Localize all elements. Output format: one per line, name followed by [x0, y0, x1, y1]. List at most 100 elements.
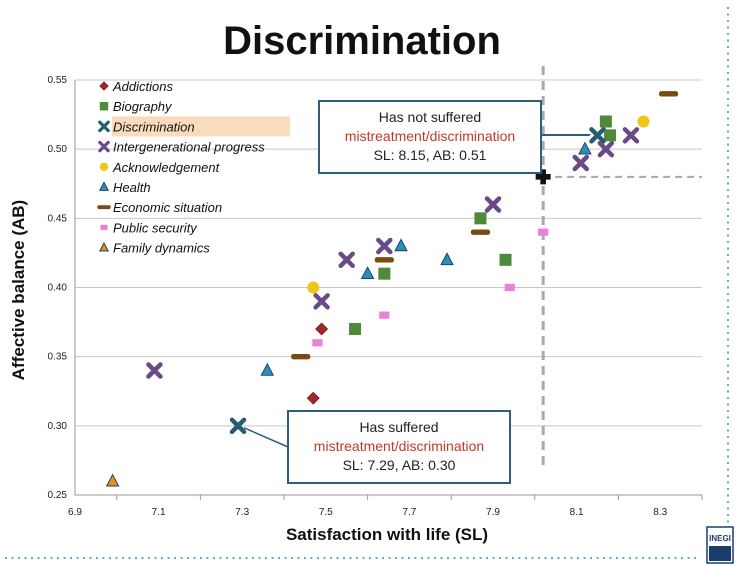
callout-leader-lines	[243, 134, 591, 448]
data-point-intergenerational-progress	[597, 140, 615, 158]
border-dot	[726, 364, 730, 367]
border-dot	[50, 556, 53, 560]
border-dot	[674, 556, 677, 560]
x-tick-label: 7.5	[319, 507, 333, 518]
border-dot	[726, 325, 730, 328]
x-tick-labels: 6.9 7.1 7.3 7.5 7.7 7.9 8.1 8.3	[68, 507, 668, 518]
border-dot	[446, 556, 450, 560]
border-dot	[180, 556, 183, 560]
data-point-public-security	[379, 311, 390, 319]
legend-label-intergenerational-progress: Intergenerational progress	[113, 140, 265, 155]
data-point-economic-situation	[291, 353, 311, 360]
border-dot	[726, 260, 730, 263]
border-dot	[726, 273, 730, 276]
data-point-addictions	[315, 322, 329, 336]
border-dot	[726, 286, 730, 289]
border-dot	[323, 556, 326, 560]
border-dot	[43, 556, 47, 560]
data-point-biography	[499, 253, 512, 266]
border-dot	[141, 556, 144, 560]
border-dot	[726, 175, 730, 179]
border-dot	[108, 556, 112, 560]
data-point-discrimination	[229, 417, 247, 435]
x-tick-label: 7.9	[486, 507, 500, 518]
border-dot	[726, 84, 730, 88]
data-point-economic-situation	[470, 229, 491, 235]
border-dot	[726, 123, 730, 127]
border-dot	[466, 556, 469, 560]
legend-marker-discrimination	[98, 120, 110, 133]
border-dot	[128, 556, 131, 560]
border-dot	[726, 156, 730, 159]
data-point-biography	[474, 212, 487, 225]
border-dot	[726, 195, 730, 198]
callout-suffered-box	[287, 410, 511, 484]
border-dot	[726, 97, 730, 101]
chart-title: Discrimination	[223, 19, 501, 63]
border-dot	[726, 26, 730, 29]
border-dot	[95, 556, 99, 560]
border-dot	[687, 556, 690, 560]
legend-marker-economic-situation	[97, 205, 111, 210]
border-dot	[154, 556, 157, 560]
data-point-intergenerational-progress	[313, 293, 330, 310]
border-dot	[726, 227, 730, 231]
border-dot	[550, 556, 554, 560]
border-dot	[160, 556, 164, 560]
border-dot	[602, 556, 606, 560]
inegi-logo: INEGI	[706, 526, 734, 564]
x-tick-label: 7.3	[235, 507, 249, 518]
border-dot	[726, 370, 730, 374]
y-tick-label: 0.25	[48, 490, 68, 501]
border-dot	[726, 331, 730, 335]
border-dot	[11, 556, 14, 560]
data-point-intergenerational-progress	[572, 154, 590, 172]
border-dot	[726, 104, 730, 107]
y-tick-label: 0.45	[48, 213, 68, 224]
x-tick-label: 7.1	[152, 507, 166, 518]
border-dot	[492, 556, 495, 560]
data-point-public-security	[504, 283, 515, 292]
border-dot	[726, 305, 730, 309]
data-point-public-security	[312, 339, 323, 347]
data-point-biography	[378, 267, 391, 280]
border-dot	[583, 556, 586, 560]
border-dot	[726, 130, 730, 133]
border-dot	[654, 556, 658, 560]
data-point-biography	[599, 115, 612, 128]
reference-point	[535, 169, 551, 185]
border-dot	[726, 110, 730, 114]
border-dot	[726, 78, 730, 81]
border-dot	[212, 556, 216, 560]
border-dot	[628, 556, 632, 560]
callout-not-suffered-line3: SL: 8.15, AB: 0.51	[374, 147, 487, 163]
border-dot	[622, 556, 625, 560]
legend-marker-family-dynamics	[98, 241, 110, 252]
border-dot	[245, 556, 248, 560]
border-dot	[297, 556, 300, 560]
data-point-health	[360, 265, 375, 279]
border-dot	[726, 344, 730, 348]
border-dot	[726, 136, 730, 140]
border-dot	[726, 351, 730, 354]
border-dot	[89, 556, 92, 560]
border-dot	[193, 556, 196, 560]
border-dot	[329, 556, 333, 560]
data-point-health	[440, 252, 454, 266]
legend-label-economic-situation: Economic situation	[113, 200, 222, 215]
border-dot	[479, 556, 482, 560]
border-dot	[303, 556, 307, 560]
border-dot	[726, 416, 730, 419]
border-dot	[414, 556, 417, 560]
border-dot	[615, 556, 619, 560]
border-dot	[726, 188, 730, 192]
border-dot	[505, 556, 508, 560]
border-dot	[24, 556, 27, 560]
border-dot	[726, 143, 730, 146]
border-dot	[342, 556, 346, 560]
border-dot	[589, 556, 593, 560]
border-dot	[115, 556, 118, 560]
border-dot	[284, 556, 287, 560]
border-dot	[726, 383, 730, 387]
